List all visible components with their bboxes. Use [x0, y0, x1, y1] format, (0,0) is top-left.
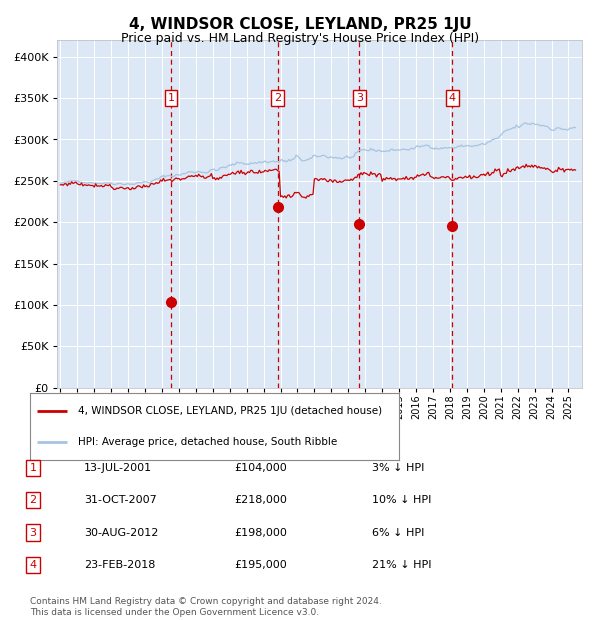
- Text: 3: 3: [29, 528, 37, 538]
- Text: 10% ↓ HPI: 10% ↓ HPI: [372, 495, 431, 505]
- Text: £218,000: £218,000: [234, 495, 287, 505]
- Text: 3: 3: [356, 93, 363, 103]
- Text: 4, WINDSOR CLOSE, LEYLAND, PR25 1JU (detached house): 4, WINDSOR CLOSE, LEYLAND, PR25 1JU (det…: [78, 406, 382, 416]
- Text: 1: 1: [29, 463, 37, 473]
- Text: 6% ↓ HPI: 6% ↓ HPI: [372, 528, 424, 538]
- Text: 30-AUG-2012: 30-AUG-2012: [84, 528, 158, 538]
- Text: 2: 2: [274, 93, 281, 103]
- Text: 21% ↓ HPI: 21% ↓ HPI: [372, 560, 431, 570]
- Text: 1: 1: [167, 93, 175, 103]
- Text: 31-OCT-2007: 31-OCT-2007: [84, 495, 157, 505]
- Text: £195,000: £195,000: [234, 560, 287, 570]
- Text: 4: 4: [449, 93, 456, 103]
- Text: Contains HM Land Registry data © Crown copyright and database right 2024.
This d: Contains HM Land Registry data © Crown c…: [30, 598, 382, 617]
- Text: £104,000: £104,000: [234, 463, 287, 473]
- Text: 4: 4: [29, 560, 37, 570]
- Text: 23-FEB-2018: 23-FEB-2018: [84, 560, 155, 570]
- Text: HPI: Average price, detached house, South Ribble: HPI: Average price, detached house, Sout…: [78, 437, 337, 447]
- Text: £198,000: £198,000: [234, 528, 287, 538]
- Text: 2: 2: [29, 495, 37, 505]
- Text: 3% ↓ HPI: 3% ↓ HPI: [372, 463, 424, 473]
- Text: Price paid vs. HM Land Registry's House Price Index (HPI): Price paid vs. HM Land Registry's House …: [121, 32, 479, 45]
- Text: 4, WINDSOR CLOSE, LEYLAND, PR25 1JU: 4, WINDSOR CLOSE, LEYLAND, PR25 1JU: [128, 17, 472, 32]
- Text: 13-JUL-2001: 13-JUL-2001: [84, 463, 152, 473]
